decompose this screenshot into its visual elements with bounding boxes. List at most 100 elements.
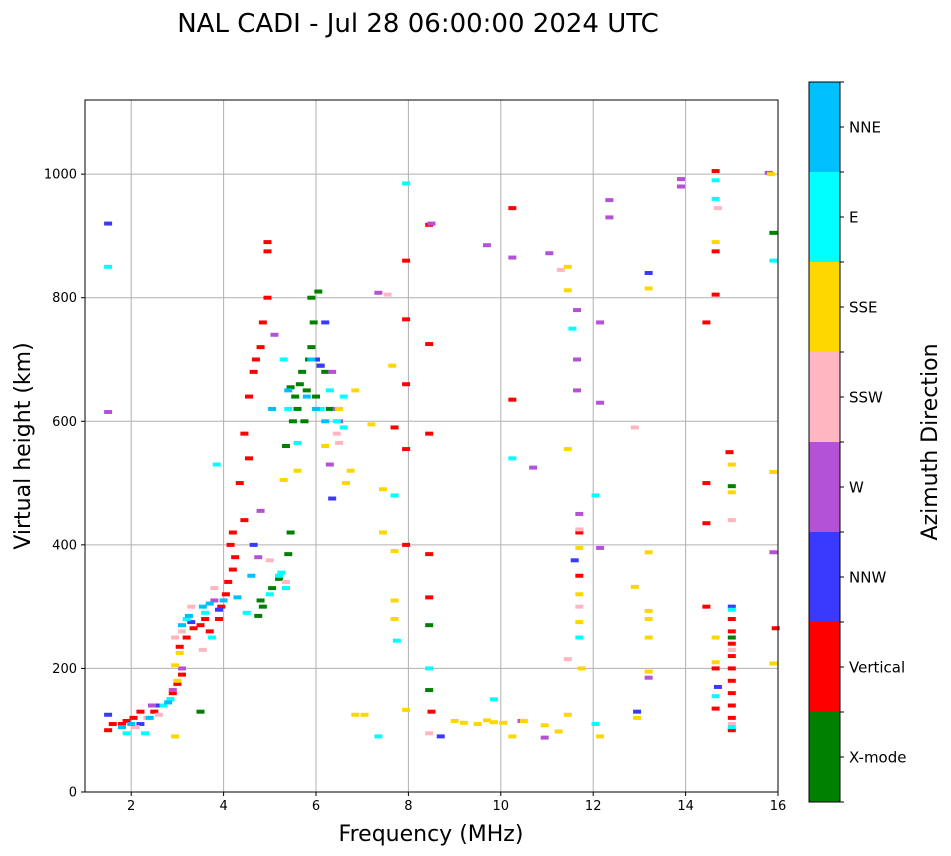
data-point	[727, 607, 736, 612]
data-point	[575, 620, 584, 625]
data-point	[263, 249, 272, 254]
data-point	[295, 382, 304, 387]
data-point	[286, 530, 295, 535]
data-point	[187, 620, 196, 625]
data-point	[245, 394, 254, 399]
data-point	[321, 320, 330, 325]
x-tick-label: 2	[127, 799, 135, 814]
data-point	[540, 723, 549, 728]
data-point	[727, 604, 736, 609]
data-point	[508, 456, 517, 461]
colorbar-label: Azimuth Direction	[918, 343, 943, 540]
data-point	[727, 703, 736, 708]
colorbar-block	[809, 442, 840, 532]
data-point	[164, 700, 173, 705]
data-point	[217, 604, 226, 609]
data-point	[725, 450, 734, 455]
data-point	[256, 345, 265, 350]
data-point	[644, 635, 653, 640]
y-tick-label: 200	[52, 662, 77, 677]
data-point	[711, 666, 720, 671]
data-point	[596, 400, 605, 405]
data-point	[482, 243, 491, 248]
data-point	[573, 308, 582, 313]
data-point	[390, 493, 399, 498]
data-point	[184, 613, 193, 618]
data-point	[268, 406, 277, 411]
data-point	[307, 295, 316, 300]
data-point	[727, 462, 736, 467]
data-point	[425, 623, 434, 628]
data-point	[508, 397, 517, 402]
data-point	[328, 369, 337, 374]
data-point	[104, 264, 113, 269]
data-point	[228, 530, 237, 535]
x-tick-label: 16	[770, 799, 787, 814]
data-point	[540, 735, 549, 740]
colorbar-tick-label: NNW	[849, 569, 886, 587]
data-point	[556, 267, 565, 272]
data-point	[482, 718, 491, 723]
data-point	[219, 598, 228, 603]
data-point	[168, 688, 177, 693]
data-point	[644, 608, 653, 613]
data-point	[228, 567, 237, 572]
data-point	[198, 604, 207, 609]
data-point	[154, 712, 163, 717]
data-point	[189, 626, 198, 631]
data-point	[596, 320, 605, 325]
data-point	[499, 720, 508, 725]
data-point	[644, 271, 653, 275]
y-tick-label: 1000	[44, 168, 77, 183]
data-point	[605, 215, 614, 220]
data-point	[563, 288, 572, 293]
data-point	[233, 595, 242, 600]
data-point	[427, 221, 436, 226]
x-tick-label: 8	[404, 799, 412, 814]
data-point	[226, 542, 235, 547]
data-point	[265, 592, 274, 597]
data-point	[175, 644, 184, 649]
data-point	[425, 595, 434, 600]
data-point	[711, 240, 720, 245]
data-point	[254, 613, 263, 618]
data-point	[122, 731, 131, 736]
data-point	[168, 691, 177, 696]
data-point	[727, 617, 736, 621]
data-point	[436, 734, 445, 739]
data-point	[214, 617, 223, 621]
data-point	[339, 425, 348, 430]
data-point	[212, 462, 221, 467]
data-point	[328, 496, 337, 501]
data-point	[129, 715, 138, 720]
colorbar-block	[809, 532, 840, 622]
data-point	[145, 715, 154, 720]
data-point	[711, 292, 720, 297]
y-tick-label: 0	[69, 786, 77, 801]
data-point	[210, 586, 219, 591]
data-point	[402, 542, 411, 547]
data-point	[173, 681, 182, 686]
data-point	[178, 629, 187, 634]
colorbar-tick-label: W	[849, 479, 864, 497]
data-point	[251, 357, 260, 362]
data-point	[644, 675, 653, 680]
data-point	[711, 660, 720, 665]
data-point	[577, 666, 586, 671]
data-point	[402, 317, 411, 322]
data-point	[249, 369, 258, 374]
data-point	[302, 388, 311, 393]
data-point	[208, 635, 217, 640]
data-point	[360, 712, 369, 717]
data-point	[309, 320, 318, 325]
x-axis-label: Frequency (MHz)	[339, 822, 524, 847]
data-point	[727, 678, 736, 683]
data-point	[275, 573, 284, 578]
data-point	[711, 169, 720, 174]
data-point	[117, 725, 126, 730]
data-point	[367, 422, 376, 427]
plot-background	[85, 100, 778, 792]
data-point	[711, 706, 720, 711]
data-point	[325, 406, 334, 411]
